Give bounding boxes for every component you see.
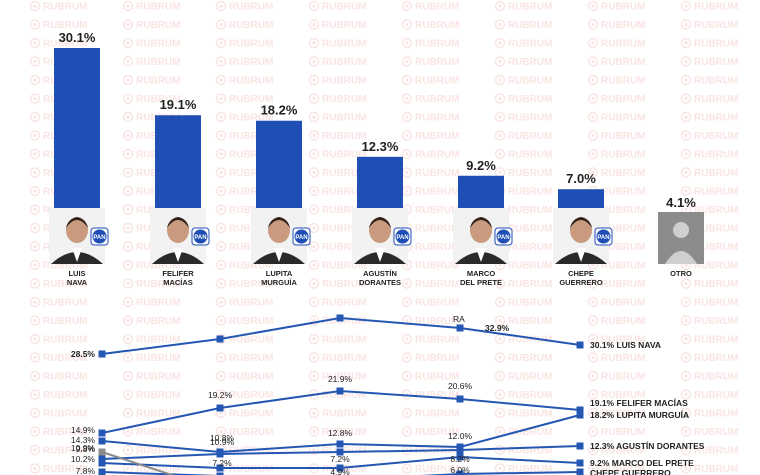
- candidate-name: GUERRERO: [559, 278, 603, 287]
- line-series: [98, 442, 584, 463]
- line-point: [98, 468, 106, 475]
- line-point: [456, 470, 464, 475]
- data-label: 4.9%: [330, 467, 350, 475]
- candidate-name: LUIS: [68, 269, 85, 278]
- line-series: [98, 314, 584, 358]
- candidate-name: FELIFER: [162, 269, 194, 278]
- data-label: RA: [453, 314, 465, 324]
- line-point: [98, 455, 106, 463]
- line-point: [216, 335, 224, 343]
- bar-value-label: 4.1%: [666, 195, 696, 210]
- candidate-photo: [553, 208, 609, 264]
- line-point: [336, 464, 344, 472]
- candidate-name: DEL PRETE: [460, 278, 502, 287]
- bar-value-label: 19.1%: [160, 97, 197, 112]
- data-label: 9.8%: [76, 444, 96, 454]
- data-label: 7.8%: [76, 466, 96, 475]
- bar-value-label: 18.2%: [261, 103, 298, 118]
- line-series: [98, 387, 584, 437]
- party-logo: PAN: [191, 227, 210, 246]
- data-label: 12.3% AGUSTÍN DORANTES: [590, 441, 705, 451]
- line-point: [336, 314, 344, 322]
- party-logo: PAN: [494, 227, 513, 246]
- candidate-name: MACÍAS: [163, 278, 193, 287]
- line-point: [336, 440, 344, 448]
- bar-value-label: 7.0%: [566, 171, 596, 186]
- line-point: [576, 442, 584, 450]
- data-label: 19.1% FELIFER MACÍAS: [590, 398, 688, 408]
- line-chart: 28.5% 32.9% RA 30.1% LUIS NAVA 14.9% 19.2% 21.…: [71, 314, 705, 475]
- data-label: 7.2%: [212, 458, 232, 468]
- party-logo-text: PAN: [597, 235, 609, 241]
- data-label: 9.2% MARCO DEL PRETE: [590, 458, 694, 468]
- data-label: 21.9%: [328, 374, 353, 384]
- data-label: 28.5%: [71, 349, 96, 359]
- data-label: 12.0%: [448, 431, 473, 441]
- candidate-name: OTRO: [670, 269, 692, 278]
- data-label: 14.9%: [71, 425, 96, 435]
- bar-value-label: 9.2%: [466, 158, 496, 173]
- line-point: [456, 324, 464, 332]
- line-point: [456, 446, 464, 454]
- line-point: [216, 404, 224, 412]
- line-point: [576, 468, 584, 475]
- candidate-name: AGUSTÍN: [363, 269, 397, 278]
- party-logo: PAN: [90, 227, 109, 246]
- candidate-name: MARCO: [467, 269, 495, 278]
- line-point: [98, 429, 106, 437]
- party-logo: PAN: [393, 227, 412, 246]
- line-point: [456, 453, 464, 461]
- data-label: 18.2% LUPITA MURGUÍA: [590, 410, 689, 420]
- party-logo: PAN: [594, 227, 613, 246]
- party-logo-text: PAN: [93, 235, 105, 241]
- data-label: 10.2%: [71, 454, 96, 464]
- data-label: 10.8%: [210, 433, 235, 443]
- line-point: [216, 472, 224, 475]
- data-label: 19.2%: [208, 390, 233, 400]
- party-logo: PAN: [292, 227, 311, 246]
- data-label: 32.9%: [485, 323, 510, 333]
- line-point: [576, 406, 584, 414]
- placeholder-avatar: [658, 212, 704, 264]
- line-point: [98, 448, 106, 456]
- party-logo-text: PAN: [497, 235, 509, 241]
- line-point: [576, 341, 584, 349]
- data-label: 8.2%: [450, 454, 470, 464]
- line-series: [98, 453, 584, 472]
- data-label: 6.0%: [450, 465, 470, 475]
- data-label: 12.8%: [328, 428, 353, 438]
- line-series: [98, 448, 176, 475]
- bar-value-label: 12.3%: [362, 139, 399, 154]
- candidate-name: DORANTES: [359, 278, 401, 287]
- line-point: [336, 448, 344, 456]
- line-point: [576, 411, 584, 419]
- line-point: [216, 450, 224, 458]
- line-point: [336, 387, 344, 395]
- data-label: CHEPE GUERRERO: [590, 468, 671, 475]
- line-point: [98, 437, 106, 445]
- line-point: [456, 395, 464, 403]
- line-point: [216, 464, 224, 472]
- data-label: 10.9%: [71, 443, 96, 453]
- candidate-photo: [251, 208, 307, 264]
- party-logo-text: PAN: [194, 235, 206, 241]
- line-point: [98, 459, 106, 467]
- line-point: [576, 459, 584, 467]
- line-point: [98, 350, 106, 358]
- candidate-name: NAVA: [67, 278, 88, 287]
- data-label: 30.1% LUIS NAVA: [590, 340, 661, 350]
- candidate-name: LUPITA: [266, 269, 293, 278]
- data-label: 10.9%: [210, 437, 235, 447]
- data-label: 20.6%: [448, 381, 473, 391]
- party-logo-text: PAN: [396, 235, 408, 241]
- data-label: 7.2%: [330, 454, 350, 464]
- bar: [54, 48, 100, 232]
- bar-value-label: 30.1%: [59, 30, 96, 45]
- candidate-name: CHEPE: [568, 269, 594, 278]
- party-logo-text: PAN: [295, 235, 307, 241]
- candidate-name: MURGUÍA: [261, 278, 297, 287]
- data-label: 14.3%: [71, 435, 96, 445]
